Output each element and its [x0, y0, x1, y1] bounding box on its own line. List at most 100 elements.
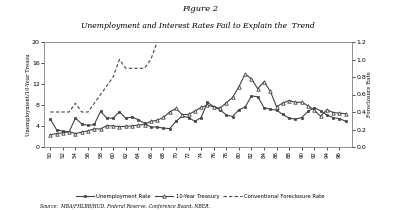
Unemployment Rate: [218, 108, 222, 111]
Unemployment Rate: [155, 126, 160, 128]
Unemployment Rate: [299, 116, 304, 119]
10-Year Treasury: [293, 101, 298, 104]
10-Year Treasury: [111, 125, 116, 127]
Text: Figure 2: Figure 2: [182, 5, 218, 13]
Unemployment Rate: [236, 108, 241, 111]
Y-axis label: Unemployment/10-Year Treasu: Unemployment/10-Year Treasu: [26, 53, 30, 136]
Unemployment Rate: [337, 117, 342, 120]
10-Year Treasury: [98, 128, 103, 130]
Unemployment Rate: [67, 130, 72, 133]
Unemployment Rate: [243, 106, 248, 108]
10-Year Treasury: [123, 125, 128, 127]
Unemployment Rate: [268, 108, 273, 110]
10-Year Treasury: [343, 112, 348, 115]
10-Year Treasury: [192, 110, 197, 112]
Conventional Foreclosure Rate: [73, 102, 78, 105]
Unemployment Rate: [343, 120, 348, 122]
Unemployment Rate: [60, 130, 65, 133]
Unemployment Rate: [104, 117, 109, 119]
10-Year Treasury: [243, 73, 248, 75]
10-Year Treasury: [306, 104, 310, 107]
Conventional Foreclosure Rate: [79, 111, 84, 113]
10-Year Treasury: [230, 96, 235, 99]
10-Year Treasury: [161, 116, 166, 119]
10-Year Treasury: [218, 107, 222, 109]
Conventional Foreclosure Rate: [142, 67, 147, 70]
10-Year Treasury: [299, 101, 304, 103]
Unemployment Rate: [111, 117, 116, 119]
Unemployment Rate: [331, 116, 336, 119]
10-Year Treasury: [54, 132, 59, 135]
Unemployment Rate: [224, 114, 229, 116]
10-Year Treasury: [167, 111, 172, 113]
10-Year Treasury: [274, 105, 279, 108]
10-Year Treasury: [130, 125, 134, 127]
Unemployment Rate: [54, 128, 59, 131]
Conventional Foreclosure Rate: [111, 76, 116, 78]
10-Year Treasury: [331, 111, 336, 114]
Unemployment Rate: [123, 117, 128, 119]
Conventional Foreclosure Rate: [155, 41, 160, 43]
10-Year Treasury: [180, 113, 185, 116]
10-Year Treasury: [155, 119, 160, 122]
Unemployment Rate: [79, 123, 84, 125]
Unemployment Rate: [306, 110, 310, 113]
Conventional Foreclosure Rate: [98, 93, 103, 96]
10-Year Treasury: [104, 124, 109, 127]
Unemployment Rate: [199, 116, 204, 119]
Unemployment Rate: [161, 127, 166, 129]
Conventional Foreclosure Rate: [54, 111, 59, 113]
10-Year Treasury: [60, 132, 65, 134]
10-Year Treasury: [287, 99, 292, 102]
10-Year Treasury: [268, 90, 273, 92]
10-Year Treasury: [255, 87, 260, 90]
Unemployment Rate: [180, 115, 185, 117]
Conventional Foreclosure Rate: [60, 111, 65, 113]
10-Year Treasury: [205, 104, 210, 106]
Unemployment Rate: [174, 120, 178, 122]
10-Year Treasury: [117, 125, 122, 128]
Unemployment Rate: [293, 118, 298, 120]
10-Year Treasury: [199, 106, 204, 109]
10-Year Treasury: [324, 109, 329, 111]
Conventional Foreclosure Rate: [92, 102, 97, 105]
Text: Source:  MBA/FHLBB/HUD, Federal Reserve, Conference Board, NBER.: Source: MBA/FHLBB/HUD, Federal Reserve, …: [40, 204, 210, 209]
Unemployment Rate: [92, 123, 97, 126]
Conventional Foreclosure Rate: [67, 111, 72, 113]
10-Year Treasury: [236, 85, 241, 88]
10-Year Treasury: [249, 77, 254, 80]
Conventional Foreclosure Rate: [117, 58, 122, 61]
10-Year Treasury: [136, 124, 141, 126]
Conventional Foreclosure Rate: [130, 67, 134, 70]
10-Year Treasury: [280, 102, 285, 104]
Unemployment Rate: [312, 106, 317, 109]
10-Year Treasury: [142, 123, 147, 126]
Unemployment Rate: [255, 95, 260, 98]
10-Year Treasury: [318, 115, 323, 117]
Unemployment Rate: [287, 117, 292, 119]
Unemployment Rate: [98, 110, 103, 113]
Y-axis label: Foreclosure Rate: Foreclosure Rate: [368, 72, 372, 117]
10-Year Treasury: [148, 120, 153, 122]
Line: Conventional Foreclosure Rate: Conventional Foreclosure Rate: [50, 0, 346, 112]
Conventional Foreclosure Rate: [104, 84, 109, 87]
10-Year Treasury: [312, 109, 317, 112]
10-Year Treasury: [73, 132, 78, 135]
Unemployment Rate: [249, 95, 254, 97]
Unemployment Rate: [274, 109, 279, 112]
Conventional Foreclosure Rate: [136, 67, 141, 70]
Unemployment Rate: [186, 116, 191, 119]
Unemployment Rate: [86, 124, 90, 127]
Unemployment Rate: [167, 127, 172, 130]
10-Year Treasury: [174, 107, 178, 110]
Line: Unemployment Rate: Unemployment Rate: [49, 95, 347, 133]
Legend: Unemployment Rate, 10-Year Treasury, Conventional Foreclosure Rate: Unemployment Rate, 10-Year Treasury, Con…: [76, 194, 324, 199]
10-Year Treasury: [67, 130, 72, 133]
Unemployment Rate: [205, 101, 210, 104]
Conventional Foreclosure Rate: [86, 111, 90, 113]
Line: 10-Year Treasury: 10-Year Treasury: [48, 72, 348, 136]
Unemployment Rate: [262, 106, 266, 109]
10-Year Treasury: [337, 112, 342, 114]
10-Year Treasury: [48, 134, 53, 136]
Conventional Foreclosure Rate: [48, 111, 53, 113]
